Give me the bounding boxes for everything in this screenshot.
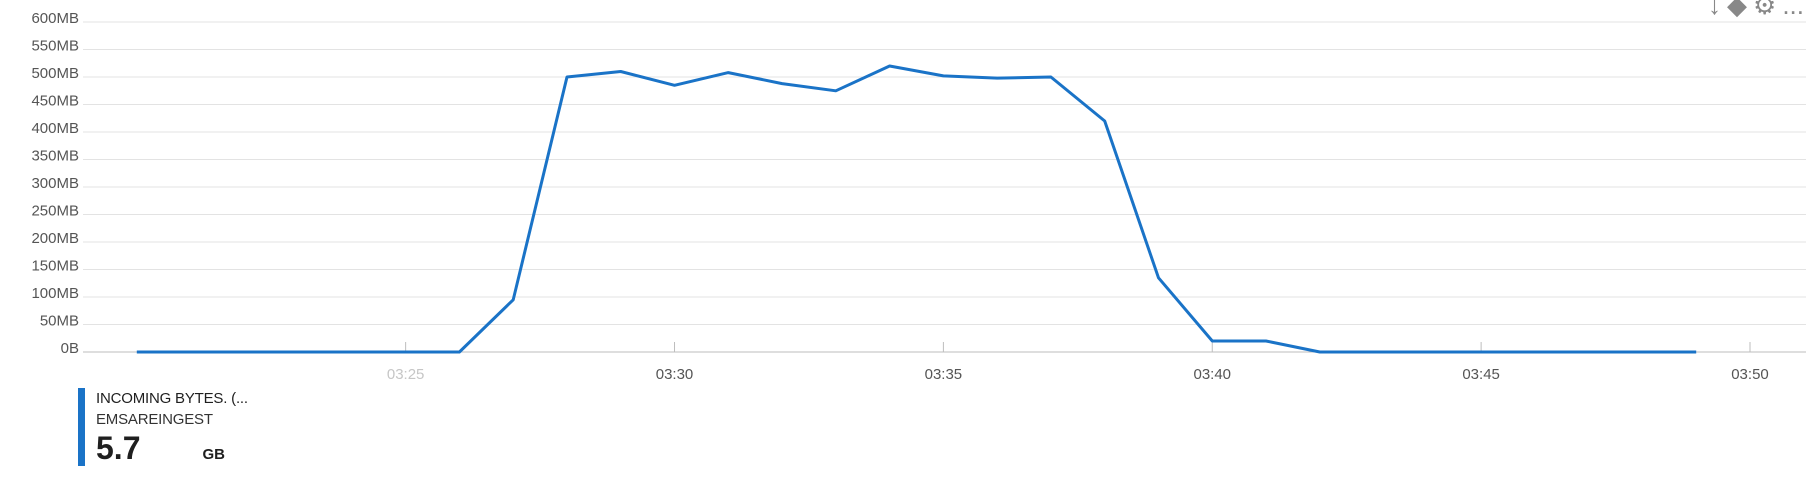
y-tick-label: 150MB — [31, 258, 79, 275]
y-tick-label: 600MB — [31, 10, 79, 27]
y-tick-label: 250MB — [31, 203, 79, 220]
x-axis-ticks: 03:25 03:30 03:35 03:40 03:45 03:50 — [387, 342, 1769, 380]
y-axis-ticks: 0B 50MB 100MB 150MB 200MB 250MB 300MB 350MB 400M… — [31, 10, 79, 357]
chart-series — [136, 64, 1697, 354]
y-tick-label: 50MB — [40, 313, 79, 330]
gear-icon[interactable]: ⚙ — [1753, 0, 1777, 20]
series-line[interactable] — [136, 64, 1697, 354]
x-tick-label: 03:40 — [1193, 366, 1231, 380]
legend-resource-name: EMSAREINGEST — [96, 411, 213, 428]
legend-color-bar — [78, 388, 85, 466]
y-tick-label: 400MB — [31, 120, 79, 137]
y-tick-label: 200MB — [31, 230, 79, 247]
chart-toolbar: ↓ ◆ ⚙ ... — [1708, 0, 1804, 18]
pin-icon[interactable]: ↓ — [1708, 0, 1722, 20]
chart-gridlines — [83, 21, 1806, 353]
line-chart: 0B 50MB 100MB 150MB 200MB 250MB 300MB 350MB 400M… — [31, 10, 1806, 380]
y-tick-label: 500MB — [31, 65, 79, 82]
y-tick-label: 0B — [61, 340, 79, 357]
legend-value-row: 5.7 GB — [96, 430, 248, 467]
legend-total-unit: GB — [202, 446, 225, 463]
x-tick-label: 03:45 — [1462, 366, 1500, 380]
legend-total-value: 5.7 — [96, 430, 141, 466]
x-tick-label: 03:25 — [387, 366, 425, 380]
y-tick-label: 350MB — [31, 148, 79, 165]
diamond-icon[interactable]: ◆ — [1727, 0, 1748, 20]
y-tick-label: 300MB — [31, 175, 79, 192]
legend-metric-name: INCOMING BYTES. (... — [96, 390, 248, 407]
more-icon[interactable]: ... — [1782, 0, 1804, 20]
x-tick-label: 03:50 — [1731, 366, 1769, 380]
y-tick-label: 100MB — [31, 285, 79, 302]
x-tick-label: 03:30 — [656, 366, 694, 380]
chart-legend[interactable]: INCOMING BYTES. (... EMSAREINGEST 5.7 GB — [78, 388, 248, 467]
y-tick-label: 550MB — [31, 38, 79, 55]
y-tick-label: 450MB — [31, 93, 79, 110]
x-tick-label: 03:35 — [925, 366, 963, 380]
